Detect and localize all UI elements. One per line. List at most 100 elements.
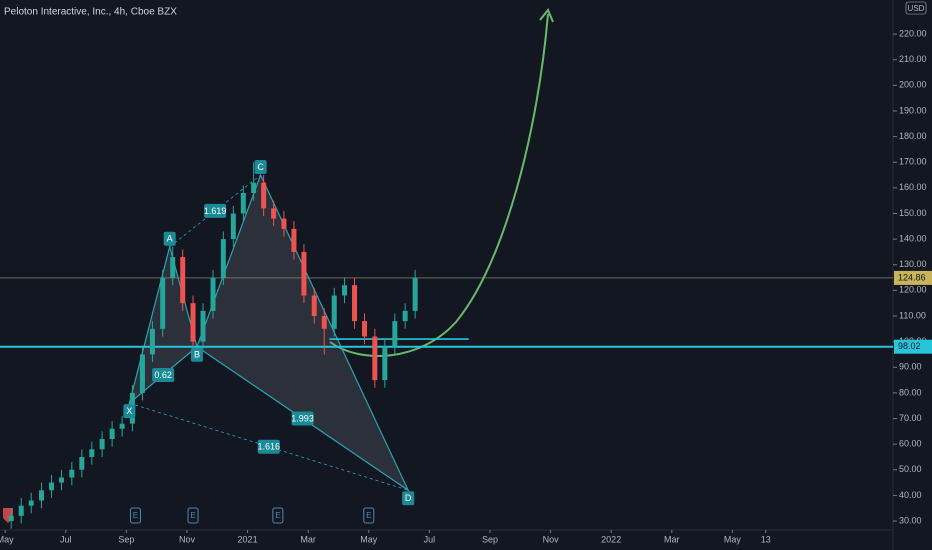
candle-body [99, 439, 105, 450]
candle-body [210, 277, 216, 311]
currency-label: USD [908, 4, 925, 13]
x-tick-label: Sep [118, 534, 134, 544]
candle-body [170, 257, 176, 278]
y-tick-label: 190.00 [899, 105, 927, 115]
ratio-label: 1.619 [204, 206, 227, 216]
candle-body [402, 310, 408, 322]
y-tick-label: 200.00 [899, 80, 927, 90]
x-tick-label: May [360, 534, 378, 544]
ratio-box [152, 367, 175, 382]
y-tick-label: 160.00 [899, 182, 927, 192]
candle-body [160, 277, 166, 329]
candle-body [139, 354, 145, 393]
x-tick-label: Mar [664, 534, 680, 544]
candle-body [321, 316, 327, 329]
candle-body [8, 515, 14, 522]
pattern-point-box [402, 491, 415, 506]
last-price-badge [894, 270, 932, 285]
y-tick-label: 60.00 [899, 439, 922, 449]
candle-body [352, 285, 358, 322]
candle-body [200, 310, 206, 342]
pattern-point-label: B [194, 350, 200, 360]
candle-body [392, 321, 398, 347]
pattern-point-box [254, 160, 267, 175]
y-tick-label: 70.00 [899, 413, 922, 423]
earnings-label: E [275, 511, 280, 520]
x-tick-label: 2021 [238, 534, 258, 544]
candle-body [39, 490, 45, 501]
candle-body [342, 285, 348, 296]
candle-body [220, 239, 226, 278]
candle-body [89, 449, 95, 457]
x-tick-label: 2022 [601, 534, 621, 544]
candle-body [261, 182, 267, 209]
currency-box [905, 1, 927, 15]
pattern-point-label: X [126, 406, 132, 416]
x-tick-label: Mar [300, 534, 316, 544]
y-tick-label: 210.00 [899, 54, 927, 64]
y-tick-label: 80.00 [899, 387, 922, 397]
earnings-label: E [366, 511, 371, 520]
candle-body [149, 328, 155, 355]
candle-body [18, 505, 24, 516]
y-tick-label: 90.00 [899, 362, 922, 372]
pattern-point-label: D [405, 493, 412, 503]
earnings-marker [129, 507, 141, 524]
candle-body [301, 251, 307, 296]
x-tick-label: May [724, 534, 742, 544]
earnings-marker [187, 507, 199, 524]
ratio-label: 0.62 [154, 370, 172, 380]
x-tick-label: 13 [761, 534, 771, 544]
pattern-point-label: C [257, 162, 264, 172]
x-tick-label: Nov [543, 534, 560, 544]
x-tick-label: Sep [482, 534, 498, 544]
candle-body [382, 346, 388, 381]
candle-body [230, 213, 236, 240]
y-tick-label: 110.00 [899, 310, 926, 320]
y-tick-label: 220.00 [899, 28, 927, 38]
candle-body [109, 428, 115, 440]
earnings-label: E [190, 511, 195, 520]
earnings-marker [363, 507, 375, 524]
y-tick-label: 150.00 [899, 208, 927, 218]
candle-body [372, 336, 378, 381]
pattern-ratio-line [169, 174, 261, 248]
candle-body [119, 423, 125, 429]
ratio-box [257, 439, 280, 454]
y-tick-label: 170.00 [899, 157, 927, 167]
chart-title: Peloton Interactive, Inc., 4h, Cboe BZX [4, 7, 177, 18]
support-label: 98.02 [898, 341, 921, 351]
x-tick-label: May [0, 534, 14, 544]
x-tick-label: Jul [60, 534, 72, 544]
pattern-point-box [163, 231, 176, 246]
candle-body [49, 482, 55, 491]
candle-body [59, 477, 65, 483]
ratio-box [204, 203, 227, 218]
y-tick-label: 130.00 [899, 259, 927, 269]
x-tick-label: Jul [424, 534, 436, 544]
candle-body [412, 277, 418, 311]
last-price-label: 124.86 [898, 272, 926, 282]
candle-body [291, 228, 297, 252]
pattern-point-box [123, 404, 136, 419]
earnings-marker [272, 507, 284, 524]
earnings-label: E [133, 511, 138, 520]
candle-body [281, 218, 287, 229]
candle-body [271, 208, 277, 219]
candle-body [28, 500, 34, 506]
candle-body [240, 192, 246, 214]
y-tick-label: 50.00 [899, 464, 922, 474]
candle-body [362, 321, 368, 337]
ratio-label: 1.616 [258, 442, 281, 452]
candle-body [331, 295, 337, 329]
candle-body [180, 257, 186, 304]
candle-body [190, 303, 196, 342]
ratio-box [291, 411, 314, 426]
pattern-point-label: A [167, 234, 173, 244]
forecast-arrow-head [539, 8, 554, 23]
y-tick-label: 140.00 [899, 233, 927, 243]
y-tick-label: 180.00 [899, 131, 927, 141]
y-tick-label: 30.00 [899, 515, 922, 525]
